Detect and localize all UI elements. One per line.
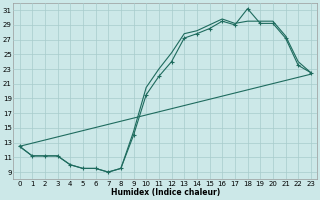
X-axis label: Humidex (Indice chaleur): Humidex (Indice chaleur) [111, 188, 220, 197]
